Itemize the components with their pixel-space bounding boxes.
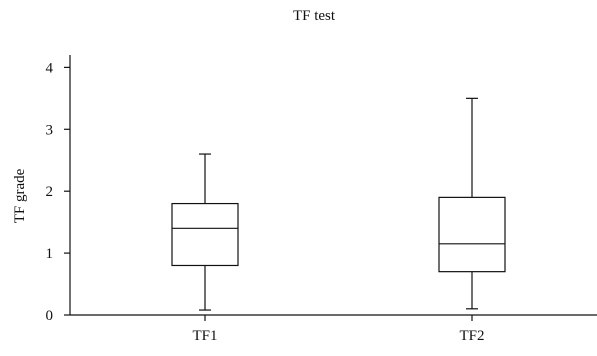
y-axis-ticks: 0 1 2 3 4: [46, 60, 70, 324]
box-tf2: [438, 97, 506, 310]
y-tick-label: 3: [46, 122, 54, 138]
box-tf1: [171, 153, 239, 311]
iqr-box: [171, 202, 239, 267]
y-tick-label: 4: [46, 60, 54, 76]
y-axis-label: TF grade: [12, 168, 28, 223]
x-tick-label: TF2: [459, 328, 484, 344]
iqr-box: [438, 196, 506, 273]
x-axis-ticks: TF1 TF2: [192, 315, 485, 344]
y-tick-label: 2: [46, 184, 54, 200]
y-tick-label: 0: [46, 308, 54, 324]
y-tick-label: 1: [46, 246, 54, 262]
chart-title: TF test: [293, 8, 336, 24]
x-tick-label: TF1: [192, 328, 217, 344]
box-series: [171, 97, 506, 311]
